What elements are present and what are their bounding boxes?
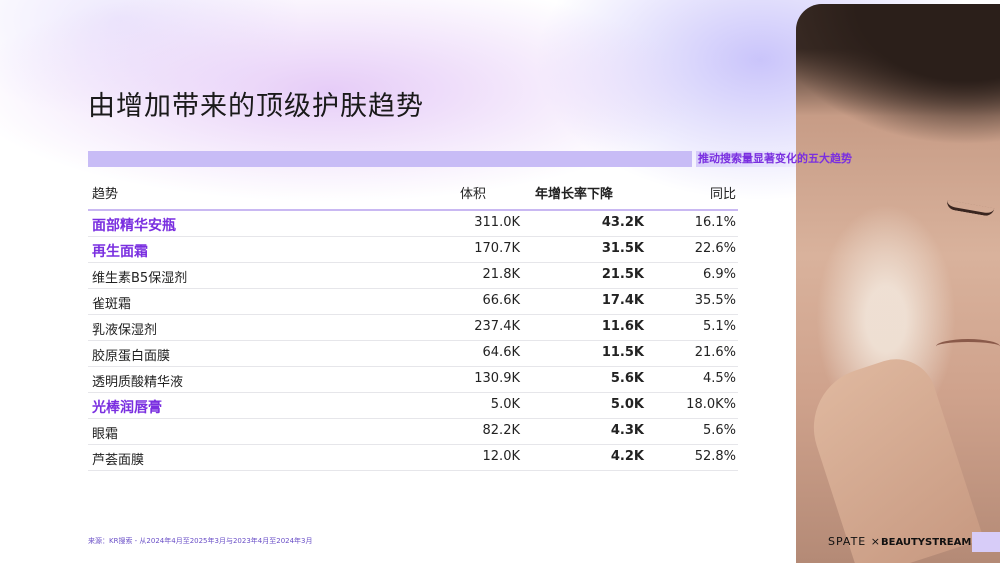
trend-volume: 237.4K — [474, 319, 520, 334]
trend-volume: 130.9K — [474, 371, 520, 386]
trend-volume: 311.0K — [474, 215, 520, 230]
trend-volume: 170.7K — [474, 241, 520, 256]
trend-name: 眼霜 — [92, 427, 119, 442]
trend-name: 光棒润唇膏 — [92, 400, 162, 416]
table-row: 眼霜 82.2K 4.3K 5.6% — [88, 419, 738, 445]
trend-yoy: 16.1% — [694, 215, 736, 230]
header-band-fade — [696, 151, 796, 167]
trend-growth: 4.3K — [610, 423, 644, 438]
trend-yoy: 52.8% — [694, 449, 736, 464]
trend-yoy: 22.6% — [694, 241, 736, 256]
header-volume: 体积 — [460, 187, 487, 202]
trend-name: 芦荟面膜 — [92, 453, 145, 468]
trend-growth: 21.5K — [601, 267, 644, 282]
trend-volume: 66.6K — [482, 293, 520, 308]
header-yoy: 同比 — [709, 187, 736, 202]
trend-volume: 5.0K — [490, 397, 520, 412]
trends-table: 趋势 体积 年增长率下降 同比 面部精华安瓶 311.0K 43.2K 16.1% 再生… — [88, 178, 738, 471]
table-row: 乳液保湿剂 237.4K 11.6K 5.1% — [88, 315, 738, 341]
trend-volume: 64.6K — [482, 345, 520, 360]
trend-growth: 11.5K — [601, 345, 644, 360]
band-label: 推动搜索量显著变化的五大趋势 — [698, 152, 852, 165]
table-row: 雀斑霜 66.6K 17.4K 35.5% — [88, 289, 738, 315]
photo-mouth — [936, 339, 1000, 354]
table-row: 芦荟面膜 12.0K 4.2K 52.8% — [88, 445, 738, 471]
table-row: 维生素B5保湿剂 21.8K 21.5K 6.9% — [88, 263, 738, 289]
header-trend: 趋势 — [92, 187, 119, 202]
trend-yoy: 18.0K% — [686, 397, 736, 412]
trend-yoy: 4.5% — [702, 371, 736, 386]
brand-separator: × — [870, 535, 881, 548]
trend-name: 乳液保湿剂 — [92, 323, 158, 338]
brand-spate: SPATE — [828, 535, 867, 548]
model-photo — [796, 4, 1000, 563]
trend-volume: 21.8K — [482, 267, 520, 282]
photo-hair — [796, 4, 1000, 154]
trend-yoy: 6.9% — [702, 267, 736, 282]
trend-yoy: 35.5% — [694, 293, 736, 308]
trend-volume: 82.2K — [482, 423, 520, 438]
trend-name: 再生面霜 — [92, 244, 148, 260]
page-title: 由增加带来的顶级护肤趋势 — [88, 91, 424, 122]
trend-name: 面部精华安瓶 — [92, 218, 176, 234]
table-row: 光棒润唇膏 5.0K 5.0K 18.0K% — [88, 393, 738, 419]
table-row: 透明质酸精华液 130.9K 5.6K 4.5% — [88, 367, 738, 393]
trend-yoy: 21.6% — [694, 345, 736, 360]
brand-logo: SPATE ×BEAUTYSTREAMS — [828, 535, 979, 548]
trend-growth: 5.6K — [610, 371, 644, 386]
trend-yoy: 5.6% — [702, 423, 736, 438]
trend-name: 雀斑霜 — [92, 297, 132, 312]
table-row: 再生面霜 170.7K 31.5K 22.6% — [88, 237, 738, 263]
header-growth: 年增长率下降 — [535, 187, 614, 202]
trend-name: 维生素B5保湿剂 — [92, 271, 188, 286]
trend-name: 胶原蛋白面膜 — [92, 349, 171, 364]
trend-growth: 11.6K — [601, 319, 644, 334]
trend-growth: 4.2K — [610, 449, 644, 464]
trend-name: 透明质酸精华液 — [92, 375, 184, 390]
trend-growth: 31.5K — [601, 241, 644, 256]
trend-volume: 12.0K — [482, 449, 520, 464]
page-tab — [972, 532, 1000, 552]
trend-growth: 17.4K — [601, 293, 644, 308]
table-row: 胶原蛋白面膜 64.6K 11.5K 21.6% — [88, 341, 738, 367]
trend-growth: 5.0K — [610, 397, 644, 412]
brand-beauty: BEAUTYSTREAMS — [880, 537, 979, 548]
trend-growth: 43.2K — [601, 215, 644, 230]
table-row: 面部精华安瓶 311.0K 43.2K 16.1% — [88, 211, 738, 237]
source-note: 来源：KR搜索 - 从2024年4月至2025年3月与2023年4月至2024年… — [88, 537, 313, 545]
trend-yoy: 5.1% — [702, 319, 736, 334]
header-band — [88, 151, 692, 167]
table-header: 趋势 体积 年增长率下降 同比 — [88, 178, 738, 211]
